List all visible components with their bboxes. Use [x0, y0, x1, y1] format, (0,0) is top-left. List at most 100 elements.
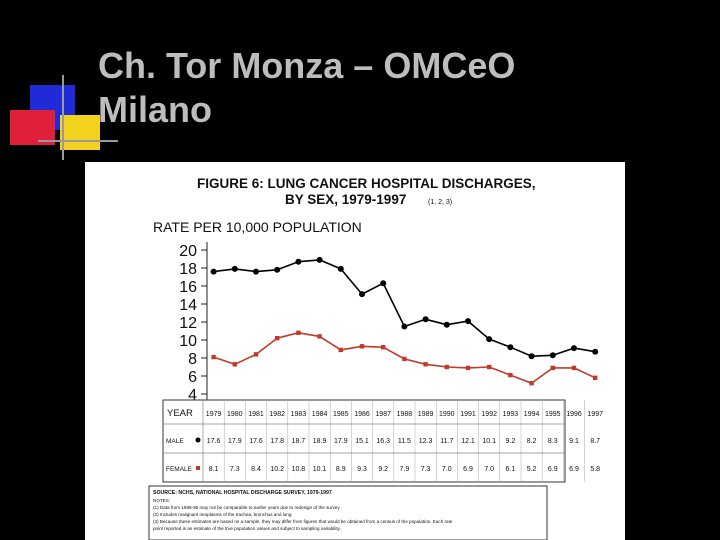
table-year-cell: 1995 [545, 411, 561, 418]
table-year-cell: 1987 [375, 411, 391, 418]
female-data-point [359, 344, 365, 349]
table-year-cell: 1994 [524, 411, 540, 418]
female-value-cell: 6.9 [463, 466, 473, 473]
male-value-cell: 12.1 [461, 438, 475, 445]
male-value-cell: 15.1 [355, 438, 369, 445]
male-series-segment [573, 347, 596, 353]
female-series-segment [382, 346, 405, 360]
female-series-segment [510, 374, 532, 384]
male-value-cell: 17.9 [334, 438, 348, 445]
y-tick-label: 16 [179, 279, 197, 296]
male-value-cell: 17.6 [249, 438, 263, 445]
y-tick-label: 18 [179, 261, 197, 278]
decor-yellow-square [60, 115, 100, 150]
female-series-segment [573, 367, 596, 379]
female-data-point [465, 365, 471, 371]
female-value-cell: 7.9 [400, 466, 410, 473]
male-data-point [337, 265, 344, 272]
female-value-cell: 7.3 [230, 466, 240, 473]
female-data-point [275, 336, 280, 341]
male-data-point [295, 258, 302, 265]
male-value-cell: 16.3 [376, 438, 390, 445]
male-series-segment [298, 259, 320, 263]
male-data-point [549, 352, 556, 359]
male-data-point [274, 266, 281, 273]
table-year-cell: 1982 [269, 411, 285, 418]
notes-box: SOURCE: NCHS, NATIONAL HOSPITAL DISCHARG… [148, 485, 548, 540]
chart-title-note: (1, 2, 3) [428, 199, 452, 206]
male-data-point [507, 344, 514, 351]
table-year-cell: 1993 [503, 411, 519, 418]
female-value-cell: 8.1 [209, 466, 219, 473]
y-tick-label: 4 [188, 387, 197, 404]
male-series-segment [425, 318, 447, 326]
female-value-cell: 5.2 [527, 466, 537, 473]
female-data-point [381, 345, 386, 350]
male-series-segment [361, 282, 384, 295]
slide-title: Ch. Tor Monza – OMCeO Milano [98, 44, 515, 132]
female-data-point [232, 362, 237, 367]
female-series-segment [446, 366, 469, 369]
female-legend-marker [196, 466, 200, 470]
male-series-segment [404, 318, 426, 328]
male-series-segment [382, 282, 406, 327]
male-data-point [231, 265, 238, 272]
male-series-segment [531, 354, 553, 357]
note-line: (2) Includes malignant neoplasms of the … [153, 512, 293, 517]
data-table: YEAR 1979 1980 1981 1982 1983 1984 1985 1986 1987… [162, 399, 603, 483]
male-value-cell: 10.1 [482, 438, 496, 445]
male-series-segment [510, 346, 532, 357]
figure-image: FIGURE 6: LUNG CANCER HOSPITAL DISCHARGE… [85, 162, 625, 540]
male-value-cell: 18.7 [292, 438, 306, 445]
table-year-cell: 1997 [587, 411, 603, 418]
male-value-cell: 11.7 [440, 438, 453, 445]
table-year-cell: 1988 [397, 411, 413, 418]
male-value-cell: 12.3 [419, 438, 433, 445]
table-year-cell: 1984 [312, 411, 328, 418]
chart-title-line1: FIGURE 6: LUNG CANCER HOSPITAL DISCHARGE… [197, 176, 536, 191]
table-year-cell: 1992 [481, 411, 497, 418]
table-year-cell: 1996 [566, 411, 582, 418]
female-value-cell: 10.1 [313, 466, 327, 473]
male-series-segment [213, 268, 235, 273]
table-year-cell: 1980 [227, 411, 243, 418]
female-value-cell: 8.4 [251, 466, 261, 473]
table-year-cell: 1979 [206, 411, 222, 418]
female-series-segment [467, 366, 490, 369]
female-data-point [529, 381, 534, 386]
female-value-cell: 7.3 [421, 466, 431, 473]
female-row-label: FEMALE [166, 466, 193, 473]
male-data-point [380, 280, 387, 287]
female-series-segment [255, 337, 278, 356]
female-series-segment [234, 353, 257, 366]
female-data-point [338, 347, 343, 353]
male-data-point [486, 336, 493, 343]
male-value-cell: 11.5 [398, 438, 411, 445]
table-year-cell: 1991 [460, 411, 476, 418]
female-series-segment [298, 332, 320, 338]
y-tick-label: 20 [179, 243, 197, 260]
female-value-cell: 8.9 [336, 466, 346, 473]
y-tick-label: 14 [179, 297, 197, 314]
male-data-point [401, 323, 408, 330]
male-value-cell: 8.3 [548, 438, 558, 445]
table-year-cell: 1986 [354, 411, 370, 418]
female-series-segment [404, 358, 426, 366]
male-data-point [528, 353, 535, 360]
notes-border [148, 485, 548, 540]
female-value-cell: 9.3 [357, 466, 367, 473]
male-value-cell: 17.6 [207, 438, 221, 445]
female-data-point [593, 375, 598, 380]
female-value-cell: 6.9 [569, 466, 579, 473]
female-data-point [487, 364, 492, 370]
male-value-cell: 17.8 [270, 438, 284, 445]
note-line: NOTES: [153, 498, 170, 503]
male-data-point [571, 345, 577, 352]
female-data-point [571, 365, 577, 371]
female-series-segment [361, 345, 384, 348]
male-series-segment [234, 268, 257, 273]
female-series-segment [425, 363, 447, 368]
female-data-point [402, 356, 407, 362]
y-tick-label: 8 [188, 351, 197, 368]
